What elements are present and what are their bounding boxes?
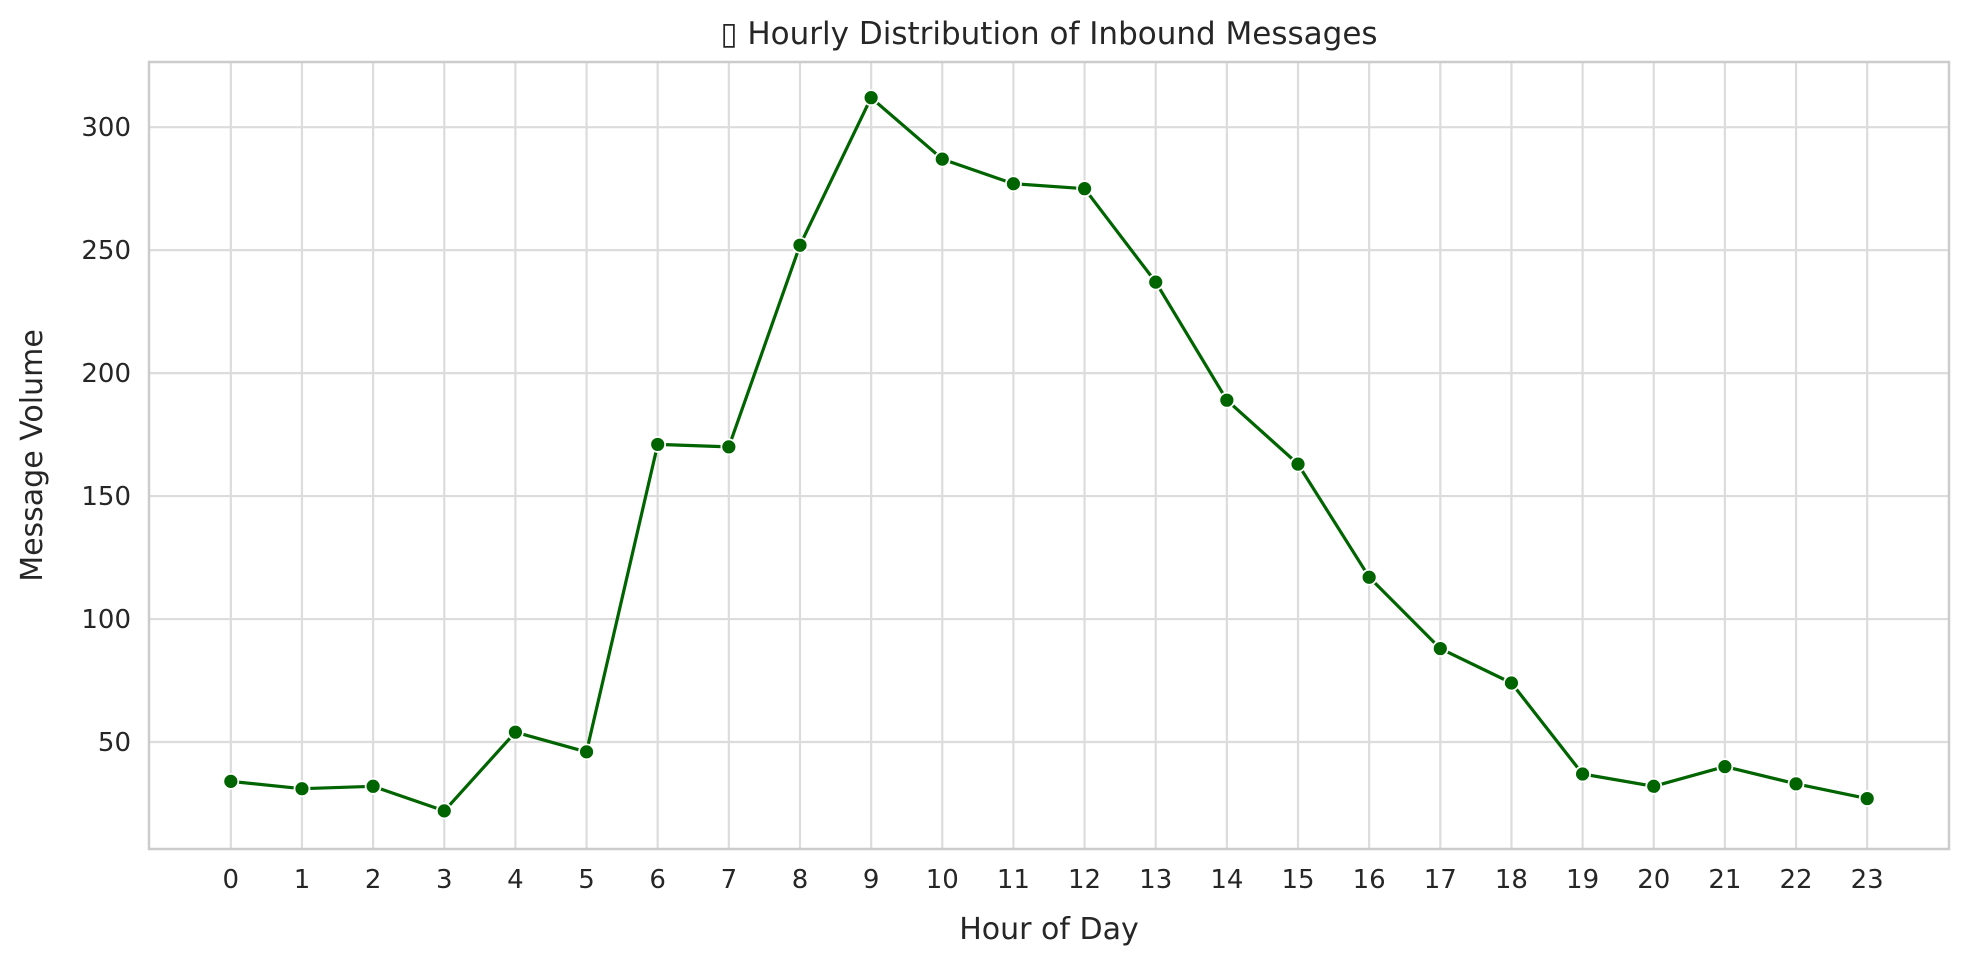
y-tick-label: 300: [81, 113, 131, 143]
y-tick-label: 100: [81, 605, 131, 635]
data-point: [1360, 568, 1378, 586]
x-tick-label: 21: [1708, 865, 1741, 895]
data-point: [1716, 758, 1734, 776]
grid: [149, 62, 1949, 849]
data-point: [1503, 674, 1520, 692]
data-point: [293, 780, 311, 798]
x-tick-labels: 0 1 2 3 4 5 6 7 8 9 10 11 12 13 14 15 16 17 18 19 20 21 22 23: [223, 865, 1884, 895]
y-tick-labels: 50 100 150 200 250 300: [81, 113, 131, 758]
x-tick-label: 14: [1210, 865, 1243, 895]
x-tick-label: 11: [997, 865, 1030, 895]
data-point: [1289, 455, 1307, 473]
x-tick-label: 1: [294, 865, 311, 895]
x-tick-label: 16: [1353, 865, 1386, 895]
x-tick-label: 13: [1139, 865, 1172, 895]
x-tick-label: 23: [1851, 865, 1884, 895]
data-point: [933, 150, 951, 168]
data-point: [1147, 273, 1165, 291]
data-point: [1076, 180, 1093, 198]
data-point: [435, 802, 453, 820]
data-point: [1431, 640, 1449, 657]
x-tick-label: 12: [1068, 865, 1101, 895]
y-tick-label: 200: [81, 359, 131, 389]
data-point: [1787, 775, 1805, 793]
x-tick-label: 0: [223, 865, 240, 895]
y-axis-title: Message Volume: [15, 329, 50, 582]
data-point: [791, 236, 809, 254]
x-tick-label: 8: [792, 865, 809, 895]
data-point: [578, 743, 595, 761]
x-tick-label: 6: [649, 865, 666, 895]
x-tick-label: 5: [578, 865, 595, 895]
data-point: [1005, 175, 1022, 193]
y-tick-label: 50: [98, 728, 131, 758]
data-point: [720, 438, 738, 456]
y-tick-label: 250: [81, 236, 131, 266]
x-tick-label: 18: [1495, 865, 1528, 895]
data-point: [222, 772, 240, 790]
x-tick-label: 17: [1424, 865, 1457, 895]
x-tick-label: 3: [436, 865, 453, 895]
x-tick-label: 19: [1566, 865, 1599, 895]
data-point: [1645, 777, 1663, 795]
data-point: [507, 723, 524, 741]
data-point: [862, 89, 880, 107]
x-tick-label: 15: [1281, 865, 1314, 895]
data-point: [364, 777, 382, 795]
x-tick-label: 9: [863, 865, 880, 895]
x-tick-label: 22: [1779, 865, 1812, 895]
data-point: [649, 436, 667, 453]
x-axis-title: Hour of Day: [959, 912, 1139, 947]
x-tick-label: 20: [1637, 865, 1670, 895]
y-tick-label: 150: [81, 482, 131, 512]
data-point: [1218, 391, 1236, 409]
x-tick-label: 7: [721, 865, 738, 895]
x-tick-label: 10: [926, 865, 959, 895]
x-tick-label: 4: [507, 865, 524, 895]
chart-title: ▯ Hourly Distribution of Inbound Message…: [720, 16, 1377, 52]
series-line: [230, 96, 1868, 813]
series-layer: [222, 89, 1876, 820]
data-point: [1858, 790, 1876, 807]
x-tick-label: 2: [365, 865, 382, 895]
plot-frame: [147, 60, 1951, 851]
data-point: [1574, 765, 1591, 783]
